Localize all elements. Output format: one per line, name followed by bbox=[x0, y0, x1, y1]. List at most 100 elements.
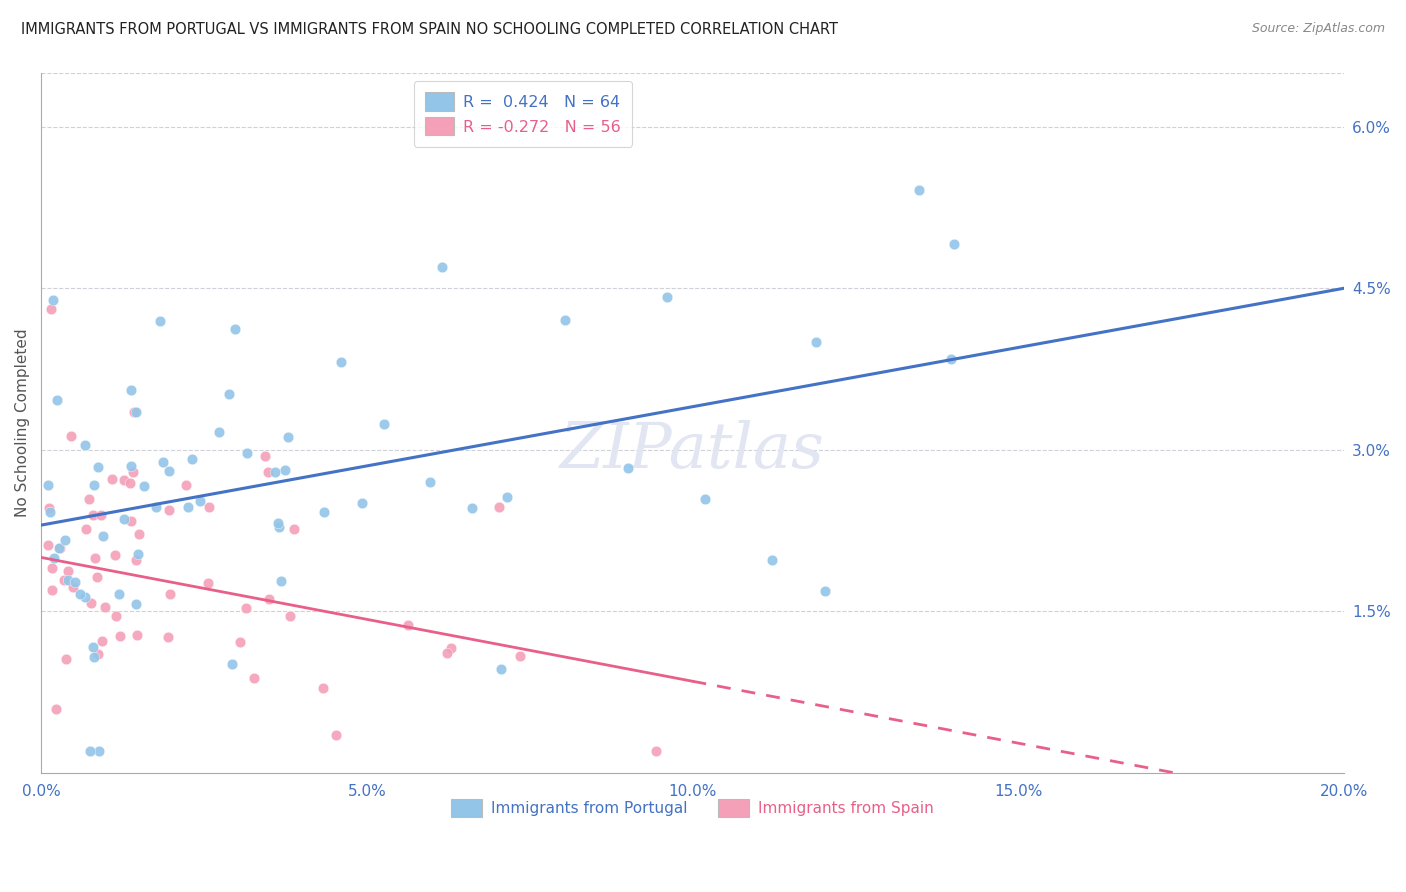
Point bbox=[89, 744, 111, 758]
Point bbox=[122, 465, 145, 479]
Point bbox=[314, 506, 336, 520]
Point bbox=[325, 728, 347, 742]
Text: Source: ZipAtlas.com: Source: ZipAtlas.com bbox=[1251, 22, 1385, 36]
Point bbox=[270, 574, 292, 588]
Point bbox=[942, 236, 965, 251]
Point bbox=[264, 465, 287, 479]
Point bbox=[235, 601, 257, 615]
Point bbox=[159, 587, 181, 601]
Point bbox=[82, 640, 104, 654]
Point bbox=[48, 541, 70, 555]
Point bbox=[120, 458, 142, 473]
Point bbox=[259, 592, 281, 607]
Point bbox=[114, 473, 136, 487]
Point bbox=[52, 573, 75, 587]
Point bbox=[330, 355, 353, 369]
Point bbox=[108, 587, 131, 601]
Point bbox=[157, 464, 180, 478]
Point bbox=[430, 260, 453, 274]
Point bbox=[48, 541, 70, 555]
Point bbox=[91, 529, 114, 543]
Point bbox=[149, 314, 172, 328]
Point bbox=[908, 184, 931, 198]
Point bbox=[56, 564, 79, 578]
Point bbox=[112, 512, 135, 526]
Text: IMMIGRANTS FROM PORTUGAL VS IMMIGRANTS FROM SPAIN NO SCHOOLING COMPLETED CORRELA: IMMIGRANTS FROM PORTUGAL VS IMMIGRANTS F… bbox=[21, 22, 838, 37]
Point bbox=[120, 383, 142, 397]
Point bbox=[56, 573, 79, 587]
Point bbox=[60, 429, 83, 443]
Point bbox=[122, 405, 145, 419]
Point bbox=[79, 744, 101, 758]
Point bbox=[436, 646, 458, 660]
Point bbox=[125, 597, 148, 611]
Point bbox=[45, 702, 67, 716]
Point bbox=[77, 492, 100, 507]
Point bbox=[419, 475, 441, 490]
Point bbox=[181, 451, 204, 466]
Text: ZIPatlas: ZIPatlas bbox=[560, 420, 825, 482]
Point bbox=[110, 629, 132, 643]
Point bbox=[75, 591, 97, 605]
Point bbox=[156, 630, 179, 644]
Point bbox=[120, 476, 142, 491]
Point bbox=[101, 473, 124, 487]
Point bbox=[221, 657, 243, 671]
Point bbox=[104, 548, 127, 562]
Point bbox=[509, 648, 531, 663]
Point bbox=[644, 744, 666, 758]
Point bbox=[37, 537, 59, 551]
Point bbox=[82, 508, 104, 523]
Point bbox=[274, 463, 297, 477]
Point bbox=[37, 477, 59, 491]
Point bbox=[124, 405, 146, 419]
Point bbox=[79, 595, 101, 609]
Point bbox=[939, 352, 962, 367]
Point bbox=[177, 500, 200, 514]
Point bbox=[236, 445, 259, 459]
Point bbox=[229, 635, 252, 649]
Point bbox=[174, 478, 197, 492]
Point bbox=[460, 501, 482, 516]
Point bbox=[91, 634, 114, 648]
Legend: Immigrants from Portugal, Immigrants from Spain: Immigrants from Portugal, Immigrants fro… bbox=[444, 792, 941, 824]
Point bbox=[243, 671, 266, 685]
Point bbox=[94, 600, 117, 615]
Point bbox=[188, 493, 211, 508]
Point bbox=[267, 520, 290, 534]
Point bbox=[83, 477, 105, 491]
Point bbox=[45, 393, 67, 408]
Point bbox=[87, 647, 110, 661]
Point bbox=[86, 570, 108, 584]
Point bbox=[695, 492, 717, 507]
Point bbox=[41, 582, 63, 597]
Point bbox=[277, 430, 299, 444]
Point bbox=[145, 500, 167, 515]
Point bbox=[617, 461, 640, 475]
Point bbox=[253, 449, 276, 463]
Point bbox=[218, 386, 240, 401]
Point bbox=[159, 503, 181, 517]
Point bbox=[127, 547, 149, 561]
Point bbox=[90, 508, 112, 523]
Point bbox=[439, 641, 461, 656]
Point bbox=[224, 322, 246, 336]
Point bbox=[39, 301, 62, 316]
Point bbox=[152, 455, 174, 469]
Point bbox=[488, 500, 510, 515]
Point bbox=[495, 490, 517, 504]
Point bbox=[39, 505, 62, 519]
Point bbox=[42, 551, 65, 566]
Point bbox=[38, 500, 60, 515]
Point bbox=[62, 580, 84, 594]
Point bbox=[312, 681, 335, 696]
Point bbox=[120, 514, 142, 528]
Point bbox=[53, 533, 76, 547]
Point bbox=[804, 334, 827, 349]
Point bbox=[63, 574, 86, 589]
Point bbox=[128, 526, 150, 541]
Point bbox=[41, 561, 63, 575]
Y-axis label: No Schooling Completed: No Schooling Completed bbox=[15, 328, 30, 517]
Point bbox=[104, 609, 127, 624]
Point bbox=[373, 417, 395, 432]
